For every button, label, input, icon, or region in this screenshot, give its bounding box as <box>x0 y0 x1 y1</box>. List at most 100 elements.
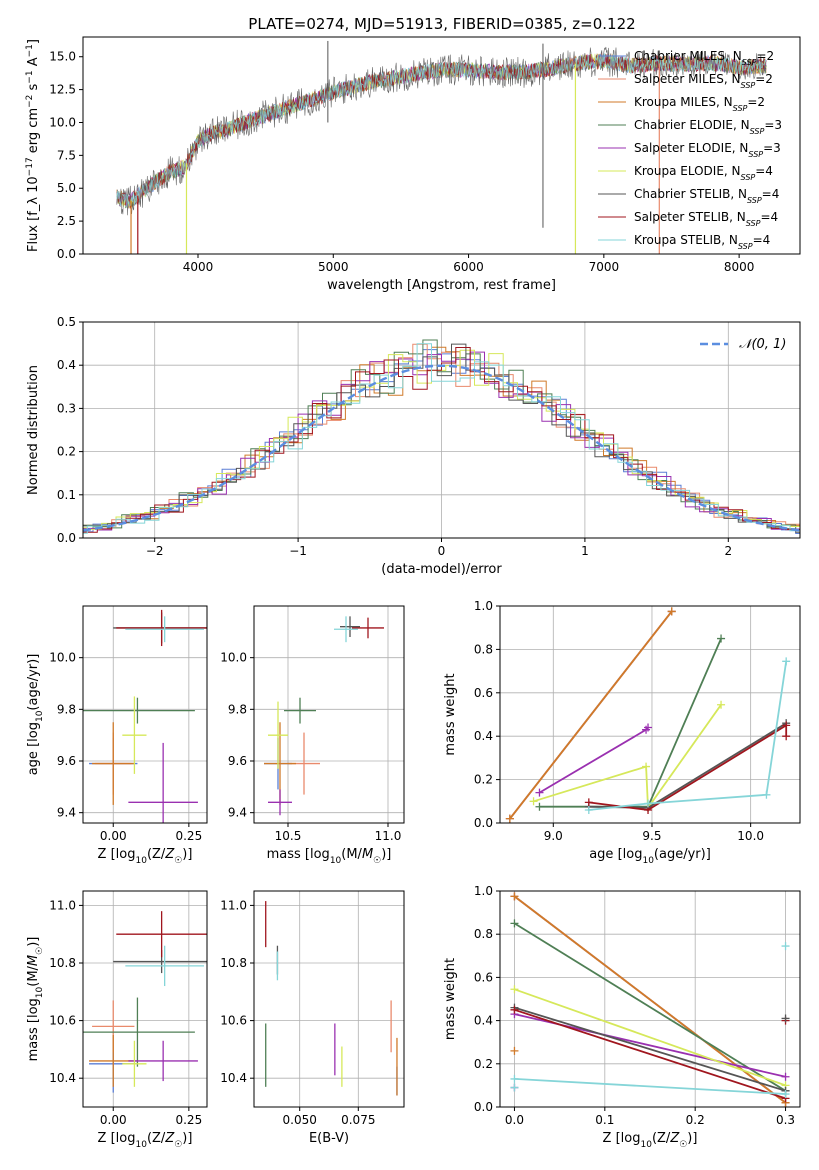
mass-weight-marker <box>510 1074 519 1083</box>
x-axis-label: mass [log10(M/M☉)] <box>267 847 392 866</box>
mass-weight-marker <box>529 797 538 806</box>
x-tick-label: 9.0 <box>544 829 563 843</box>
mass-weight-marker <box>535 802 544 811</box>
mass-weight-marker <box>510 1046 519 1055</box>
panel-age_vs_mass: 10.5 11.0 9.4 9.6 9.8 10.0 mass [log10(M/M☉)] <box>220 605 405 866</box>
legend-label: Kroupa MILES, NSSP=2 <box>634 95 765 113</box>
mass-weight-line <box>514 1008 786 1100</box>
x-tick-label: 9.5 <box>642 829 661 843</box>
normal-curve <box>83 364 800 532</box>
spectrum-line <box>116 53 767 209</box>
y-tick-label: 9.6 <box>57 754 76 768</box>
legend-label: Salpeter MILES, NSSP=2 <box>634 72 773 90</box>
mass-weight-marker <box>667 607 676 616</box>
y-axis-label: age [log10(age/yr)] <box>26 654 45 776</box>
mass-weight-line <box>514 1006 786 1092</box>
mass-weight-marker <box>762 790 771 799</box>
x-tick-label: 1 <box>581 544 589 558</box>
axes-frame <box>82 36 801 255</box>
y-tick-label: 0.2 <box>57 445 76 459</box>
axes-frame <box>499 890 801 1108</box>
y-tick-label: 0.4 <box>474 729 493 743</box>
y-tick-label: 1.0 <box>474 884 493 898</box>
legend-label: Chabrier MILES, NSSP=2 <box>634 49 774 67</box>
x-axis-label: Z [log10(Z/Z☉)] <box>603 1131 698 1150</box>
plot-area-spectrum <box>116 40 767 254</box>
mass-weight-marker <box>781 942 790 951</box>
x-tick-label: 0.00 <box>100 1113 127 1127</box>
x-axis-label: Z [log10(Z/Z☉)] <box>98 847 193 866</box>
y-tick-label: 0.3 <box>57 401 76 415</box>
legend-label: Chabrier STELIB, NSSP=4 <box>634 187 779 205</box>
x-tick-label: 4000 <box>183 260 214 274</box>
y-tick-label: 11.0 <box>49 898 76 912</box>
x-tick-label: 10.5 <box>275 829 302 843</box>
y-tick-label: 0.0 <box>474 1100 493 1114</box>
axes-frame <box>82 890 208 1108</box>
x-tick-label: 0.3 <box>776 1113 795 1127</box>
mass-weight-marker <box>644 799 653 808</box>
plot-area-mass_vs_Z <box>83 911 207 1093</box>
plot-area-mass_vs_ebv <box>265 901 398 1096</box>
legend-label: 𝒩(0, 1) <box>739 337 786 352</box>
spectrum-line <box>116 46 767 216</box>
figure-title: PLATE=0274, MJD=51913, FIBERID=0385, z=0… <box>248 15 635 33</box>
y-tick-label: 0.8 <box>474 927 493 941</box>
mass-weight-line <box>588 661 788 811</box>
y-axis-label: Flux [f_λ 10−17 erg cm−2 s−1 A−1] <box>25 39 41 252</box>
x-tick-label: −1 <box>289 544 307 558</box>
panel-residuals: −2 −1 0 1 2 0.0 0.1 0.2 0.3 0.4 0.5 (data-model)/er… <box>26 315 801 577</box>
y-tick-label: 9.4 <box>228 806 247 820</box>
mass-weight-marker <box>510 1005 519 1014</box>
x-tick-label: −2 <box>146 544 164 558</box>
axes-frame <box>82 605 208 824</box>
x-tick-label: 0.2 <box>686 1113 705 1127</box>
y-tick-label: 10.6 <box>220 1014 247 1028</box>
y-tick-label: 10.0 <box>49 115 76 129</box>
y-tick-label: 0.0 <box>57 247 76 261</box>
y-tick-label: 10.6 <box>49 1014 76 1028</box>
panel-weight_vs_age: 9.0 9.5 10.0 0.0 0.2 0.4 0.6 0.8 1.0 age [log10(a… <box>443 599 801 866</box>
legend-label: Chabrier ELODIE, NSSP=3 <box>634 118 782 136</box>
panel-age_vs_Z: 0.00 0.25 9.4 9.6 9.8 10.0 Z [log10(Z/Z☉)] age … <box>26 605 208 866</box>
mass-weight-marker <box>717 634 726 643</box>
mass-weight-marker <box>717 700 726 709</box>
y-tick-label: 15.0 <box>49 50 76 64</box>
y-tick-label: 9.6 <box>228 754 247 768</box>
y-tick-label: 10.4 <box>49 1071 76 1085</box>
mass-weight-marker <box>644 723 653 732</box>
y-axis-label: mass weight <box>443 958 458 1040</box>
x-tick-label: 8000 <box>724 260 755 274</box>
x-tick-label: 0 <box>438 544 446 558</box>
y-axis-label: Normed distribution <box>26 365 41 495</box>
x-axis-label: (data-model)/error <box>381 562 502 577</box>
x-axis-label: wavelength [Angstrom, rest frame] <box>327 278 556 293</box>
mass-weight-marker <box>510 919 519 928</box>
x-tick-label: 0.00 <box>100 829 127 843</box>
plot-area-residuals <box>83 339 800 534</box>
axes-frame <box>253 605 405 824</box>
y-tick-label: 11.0 <box>220 898 247 912</box>
y-tick-label: 7.5 <box>57 148 76 162</box>
x-tick-label: 0.050 <box>283 1113 317 1127</box>
mass-weight-marker <box>510 892 519 901</box>
mass-weight-marker <box>510 985 519 994</box>
spectrum-legend: Chabrier MILES, NSSP=2 Salpeter MILES, NS… <box>598 49 782 251</box>
y-tick-label: 0.8 <box>474 642 493 656</box>
mass-weight-line <box>514 988 786 1087</box>
residual-histogram <box>83 351 800 531</box>
mass-weight-marker <box>782 721 791 730</box>
x-tick-label: 6000 <box>453 260 484 274</box>
mass-weight-line <box>533 704 722 811</box>
y-tick-label: 10.8 <box>220 956 247 970</box>
x-tick-label: 11.0 <box>375 829 402 843</box>
axes-frame <box>499 605 801 824</box>
y-tick-label: 2.5 <box>57 214 76 228</box>
mass-weight-line <box>514 1078 786 1095</box>
y-tick-label: 12.5 <box>49 83 76 97</box>
x-tick-label: 7000 <box>589 260 620 274</box>
legend-label: Kroupa ELODIE, NSSP=4 <box>634 164 773 182</box>
residual-legend: 𝒩(0, 1) <box>700 337 786 352</box>
y-axis-label: mass weight <box>443 673 458 755</box>
plot-area-age_vs_mass <box>264 616 384 816</box>
